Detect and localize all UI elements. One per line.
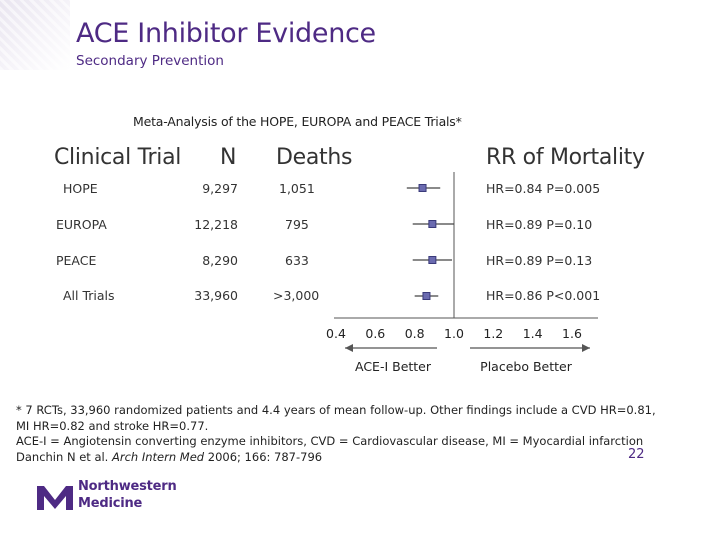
left-direction-label: ACE-I Better (355, 359, 432, 374)
left-arrow-head (345, 344, 353, 352)
chart-title: Meta-Analysis of the HOPE, EUROPA and PE… (133, 114, 462, 129)
trial-deaths: >3,000 (273, 288, 320, 303)
citation-rest: 2006; 166: 787-796 (204, 449, 323, 464)
logo-line-northwestern: Northwestern (78, 479, 177, 494)
trial-result: HR=0.89 P=0.13 (486, 253, 593, 268)
citation: Danchin N et al. Arch Intern Med 2006; 1… (16, 450, 656, 466)
trial-n: 8,290 (202, 253, 238, 268)
trial-result: HR=0.86 P<0.001 (486, 288, 601, 303)
trial-name: All Trials (63, 288, 115, 303)
header-n: N (220, 145, 237, 170)
trial-name: HOPE (63, 181, 98, 196)
x-tick-label: 1.4 (523, 326, 543, 341)
trial-n: 12,218 (194, 217, 238, 232)
page-number: 22 (628, 447, 645, 462)
footnote-line: MI HR=0.82 and stroke HR=0.77. (16, 418, 209, 433)
logo-text: Northwestern Medicine (78, 478, 177, 512)
trial-result: HR=0.89 P=0.10 (486, 217, 593, 232)
trial-result: HR=0.84 P=0.005 (486, 181, 601, 196)
corner-decoration (0, 0, 70, 70)
hr-marker (418, 184, 427, 192)
header-deaths: Deaths (276, 145, 353, 170)
right-arrow-head (582, 344, 590, 352)
trial-deaths: 633 (285, 253, 309, 268)
right-direction-label: Placebo Better (480, 359, 573, 374)
header-rr: RR of Mortality (486, 145, 645, 170)
northwestern-medicine-logo-icon (37, 486, 73, 510)
footnote-line: ACE-I = Angiotensin converting enzyme in… (16, 434, 644, 448)
x-tick-label: 1.0 (444, 326, 464, 341)
hr-marker (422, 292, 431, 300)
citation-authors: Danchin N et al. (16, 449, 112, 464)
trial-deaths: 1,051 (279, 181, 315, 196)
slide-title: ACE Inhibitor Evidence (76, 18, 376, 49)
x-tick-label: 0.8 (405, 326, 425, 341)
forest-plot: 0.4 0.6 0.8 1.0 1.2 1.4 1.6 ACE-I Better Placebo… (326, 172, 598, 374)
trial-n: 9,297 (202, 181, 238, 196)
trial-deaths: 795 (285, 217, 309, 232)
footnote: * 7 RCTs, 33,960 randomized patients and… (16, 403, 656, 465)
header-clinical-trial: Clinical Trial (54, 145, 182, 170)
x-tick-label: 0.4 (326, 326, 346, 341)
trial-n: 33,960 (194, 288, 238, 303)
trial-name: PEACE (56, 253, 97, 268)
citation-journal: Arch Intern Med (112, 449, 205, 464)
trial-name: EUROPA (56, 217, 107, 232)
x-tick-label: 0.6 (365, 326, 385, 341)
x-tick-label: 1.6 (562, 326, 582, 341)
footnote-line: * 7 RCTs, 33,960 randomized patients and… (16, 403, 656, 417)
hr-marker (428, 220, 437, 228)
slide-subtitle: Secondary Prevention (76, 53, 224, 69)
logo-line-medicine: Medicine (78, 496, 143, 511)
hr-marker (428, 256, 437, 264)
x-tick-label: 1.2 (483, 326, 503, 341)
